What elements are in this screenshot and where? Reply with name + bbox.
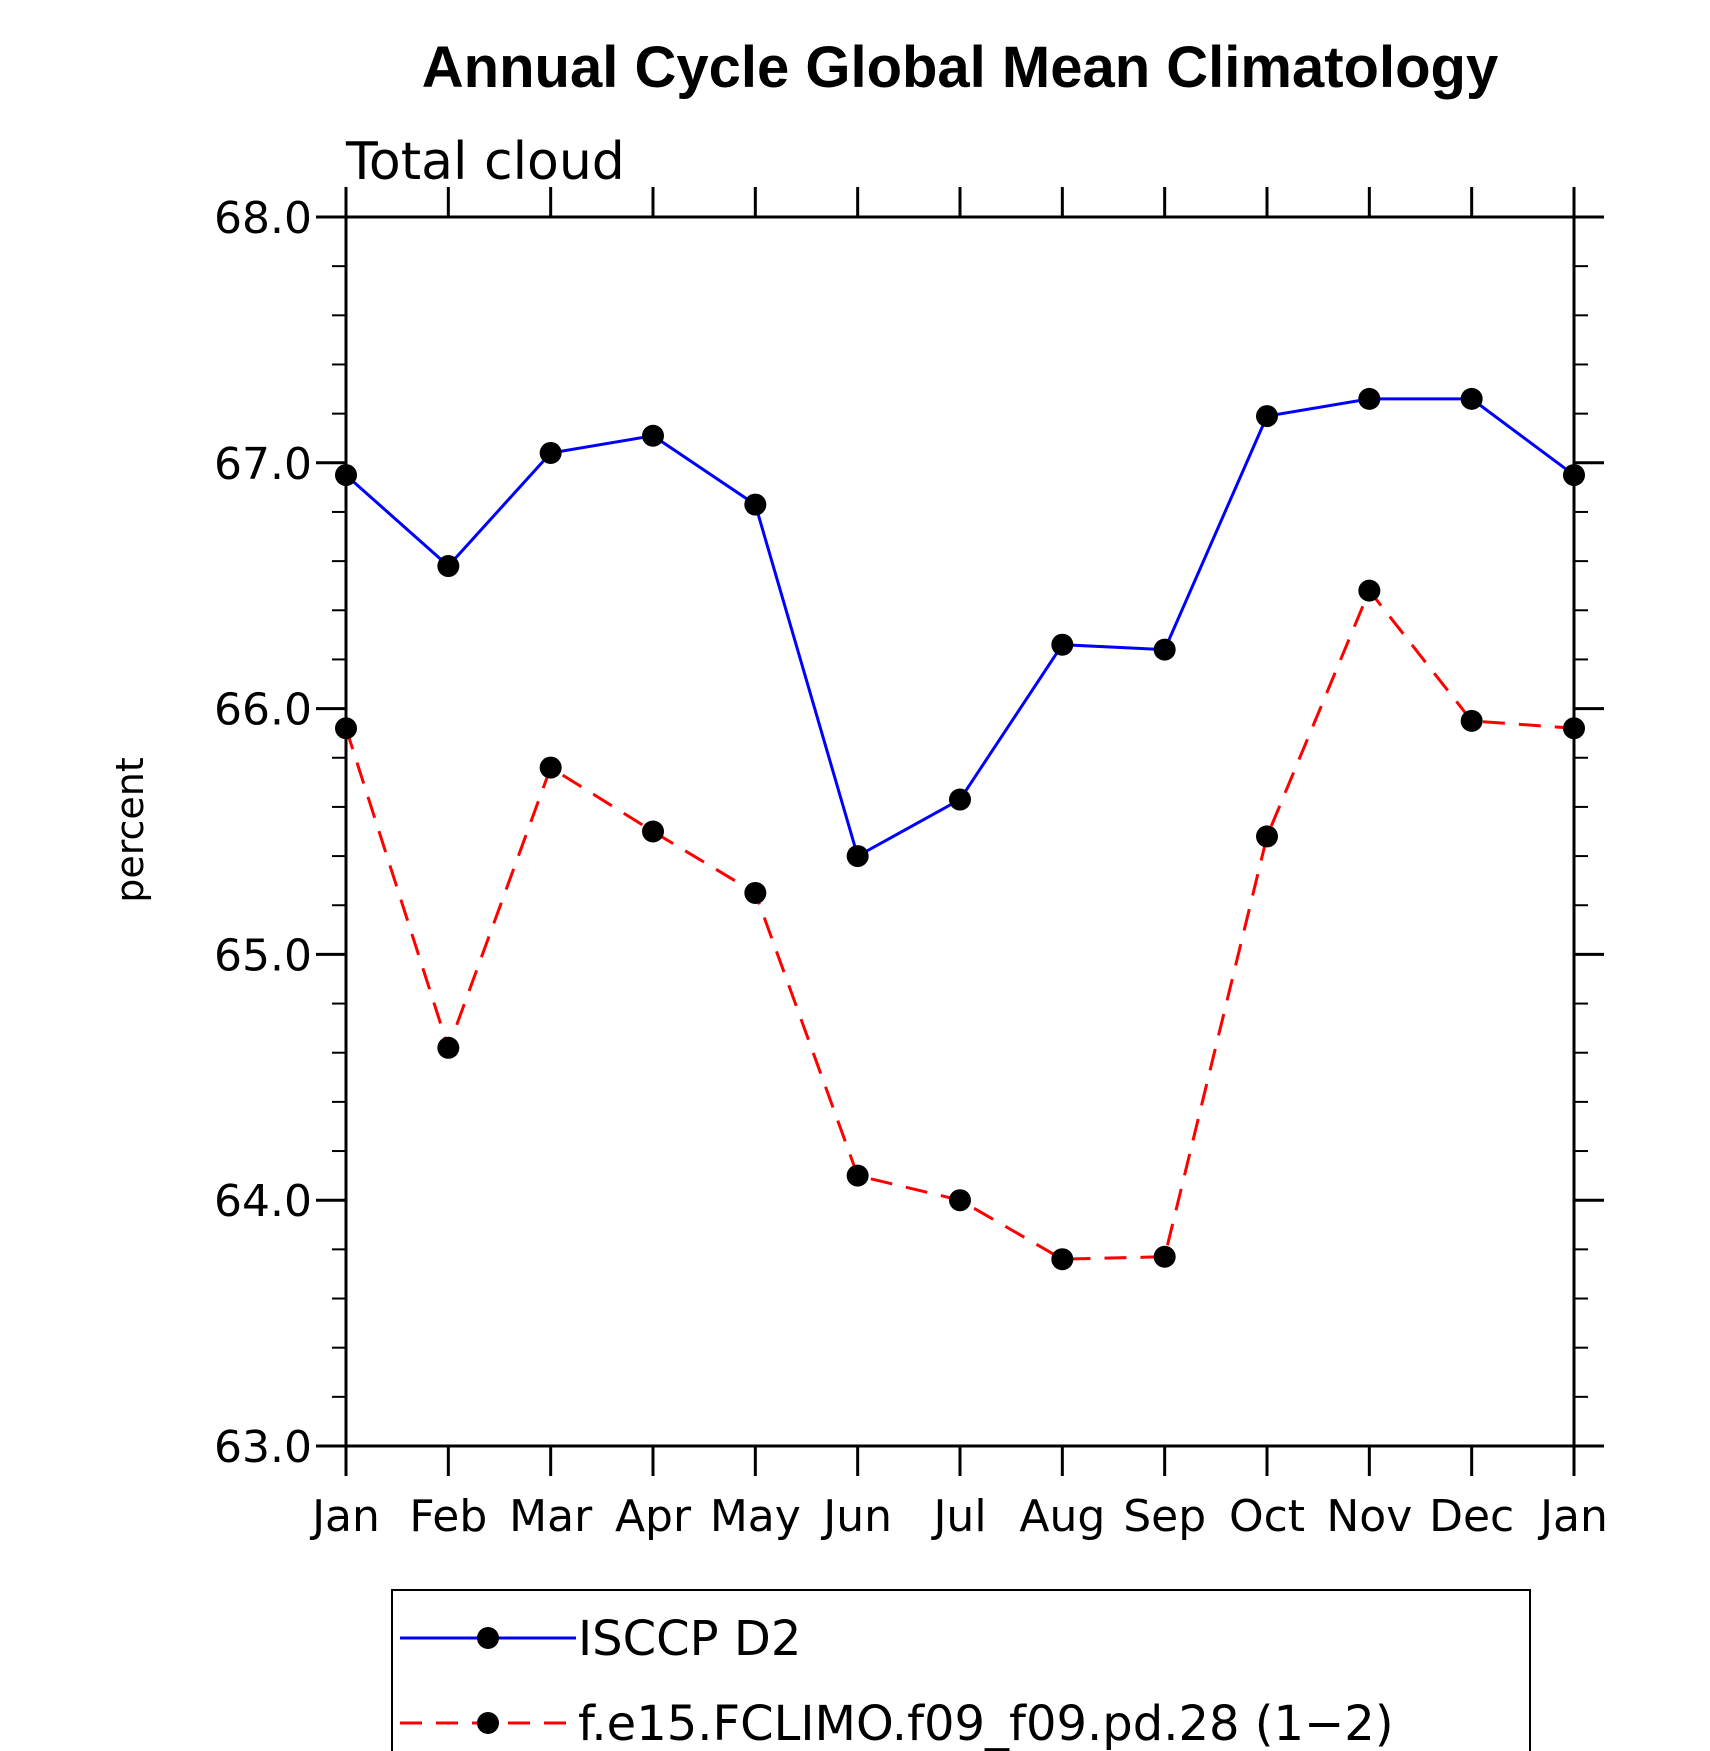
- x-tick-label: Aug: [1019, 1491, 1105, 1542]
- data-point: [642, 820, 664, 843]
- data-point: [1563, 717, 1585, 740]
- x-tick-label: Feb: [409, 1491, 487, 1542]
- series-line-1: [345, 397, 1575, 859]
- data-point: [1563, 464, 1585, 487]
- data-point: [1460, 387, 1483, 410]
- plot-frame: [344, 215, 1576, 1448]
- data-point: [437, 1036, 460, 1059]
- y-tick-label: 67.0: [214, 439, 312, 490]
- data-point: [949, 1189, 971, 1212]
- y-tick-label: 66.0: [214, 685, 312, 736]
- x-tick-label: May: [710, 1491, 801, 1542]
- legend-box: [391, 1589, 1531, 1751]
- y-axis: 63.0 64.0 65.0 66.0 67.0 68.0: [214, 193, 1604, 1473]
- data-point: [1153, 638, 1176, 661]
- data-point: [949, 788, 971, 811]
- x-tick-label: Oct: [1229, 1491, 1305, 1542]
- legend-label-2: f.e15.FCLIMO.f09_f09.pd.28 (1−2): [578, 1696, 1394, 1751]
- data-point: [1051, 1248, 1074, 1271]
- y-tick-label: 68.0: [214, 193, 312, 244]
- x-tick-label: Jan: [1537, 1491, 1608, 1542]
- data-point: [642, 424, 664, 447]
- data-point: [335, 717, 357, 740]
- minor-ticks: [332, 265, 1588, 1398]
- legend-label-1: ISCCP D2: [578, 1611, 801, 1667]
- data-point: [1256, 825, 1278, 848]
- data-point: [1051, 633, 1074, 656]
- data-point: [1460, 709, 1483, 732]
- x-tick-label: Mar: [509, 1491, 593, 1542]
- data-point: [539, 756, 562, 779]
- chart-title: Annual Cycle Global Mean Climatology: [422, 35, 1498, 100]
- legend-marker-2: [477, 1712, 499, 1734]
- chart-subtitle: Total cloud: [345, 132, 625, 192]
- y-axis-label: percent: [108, 757, 152, 903]
- x-axis: Jan Feb Mar Apr May Jun Jul Aug Sep Oct Nov Dec Jan: [309, 187, 1608, 1542]
- data-point: [539, 441, 562, 464]
- data-point: [1256, 405, 1278, 428]
- y-tick-label: 63.0: [214, 1422, 312, 1473]
- data-point: [1358, 387, 1381, 410]
- x-tick-label: Apr: [615, 1491, 692, 1542]
- data-point: [744, 881, 767, 904]
- series-line-2: [344, 587, 1575, 1261]
- x-tick-label: Dec: [1429, 1491, 1514, 1542]
- x-tick-label: Nov: [1326, 1491, 1412, 1542]
- x-tick-label: Jan: [309, 1491, 380, 1542]
- data-point: [744, 493, 767, 516]
- data-point: [1153, 1245, 1176, 1268]
- series-layer: [335, 387, 1585, 1271]
- x-tick-label: Jun: [820, 1491, 892, 1542]
- data-point: [437, 555, 460, 578]
- y-tick-label: 64.0: [214, 1176, 312, 1227]
- x-tick-label: Jul: [930, 1491, 986, 1542]
- data-point: [846, 845, 869, 868]
- data-point: [335, 464, 357, 487]
- legend: ISCCP D2 f.e15.FCLIMO.f09_f09.pd.28 (1−2): [391, 1589, 1531, 1751]
- legend-marker-1: [477, 1627, 499, 1649]
- data-point: [846, 1164, 869, 1187]
- x-tick-label: Sep: [1123, 1491, 1206, 1542]
- data-point: [1358, 579, 1381, 602]
- y-tick-label: 65.0: [214, 930, 312, 981]
